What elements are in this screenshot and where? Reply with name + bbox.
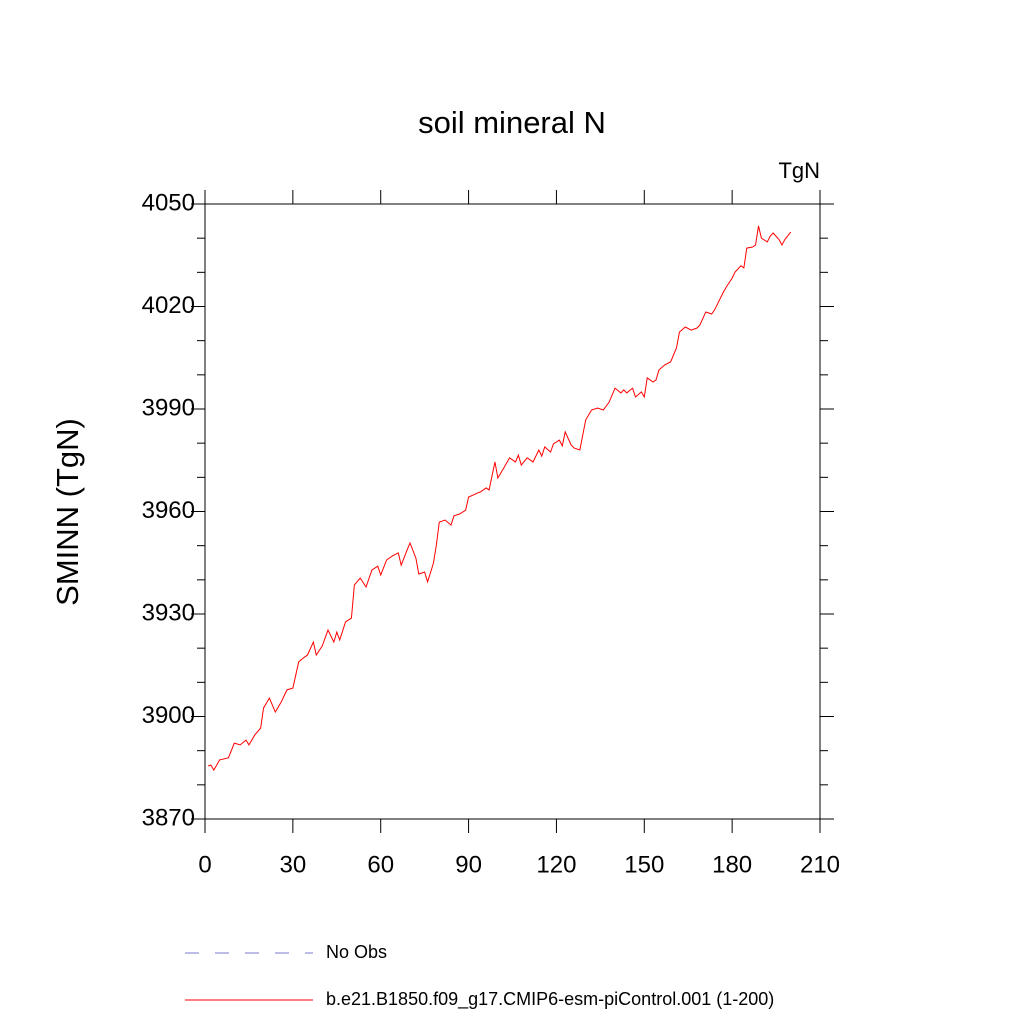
legend-label: b.e21.B1850.f09_g17.CMIP6-esm-piControl.… [326,989,774,1010]
y-tick-label: 4020 [142,292,195,319]
y-tick-label: 3960 [142,497,195,524]
x-tick-label: 90 [455,851,482,878]
y-tick-label: 3930 [142,599,195,626]
series-line [207,225,792,772]
y-tick-label: 4050 [142,189,195,216]
y-tick-label: 3870 [142,804,195,831]
y-axis-label: SMINN (TgN) [50,418,85,606]
units-label: TgN [778,158,820,183]
x-tick-label: 30 [280,851,307,878]
legend-label: No Obs [326,942,387,962]
plot-frame [204,203,821,820]
x-tick-label: 150 [624,851,664,878]
x-tick-label: 180 [712,851,752,878]
y-tick-label: 3900 [142,702,195,729]
x-tick-label: 120 [536,851,576,878]
x-tick-label: 60 [367,851,394,878]
x-tick-label: 0 [198,851,211,878]
chart-title: soil mineral N [418,105,606,140]
y-tick-label: 3990 [142,394,195,421]
x-tick-label: 210 [800,851,840,878]
